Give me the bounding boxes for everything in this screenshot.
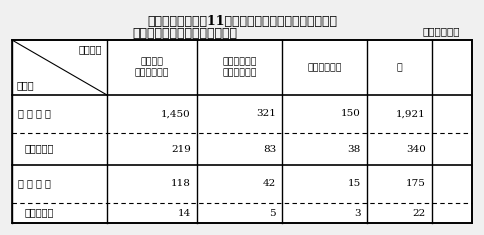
Text: 22: 22 <box>413 208 426 218</box>
Text: 1,921: 1,921 <box>396 110 426 118</box>
Text: 5: 5 <box>270 208 276 218</box>
Text: 321: 321 <box>256 110 276 118</box>
Text: 15: 15 <box>348 180 361 188</box>
Text: 219: 219 <box>171 145 191 153</box>
Text: 資料１－９　平成11年度海上保安学校学生採用試験の: 資料１－９ 平成11年度海上保安学校学生採用試験の <box>147 15 337 28</box>
Text: 申 込 者 数: 申 込 者 数 <box>18 110 51 118</box>
Text: 区分試験別申込者数・合格者数: 区分試験別申込者数・合格者数 <box>133 27 238 40</box>
Text: 150: 150 <box>341 110 361 118</box>
Text: （単位：人）: （単位：人） <box>423 27 460 36</box>
Text: 合 格 者 数: 合 格 者 数 <box>18 180 51 188</box>
Text: 340: 340 <box>406 145 426 153</box>
Text: 118: 118 <box>171 180 191 188</box>
Text: 計: 計 <box>396 63 402 72</box>
Text: 83: 83 <box>263 145 276 153</box>
Text: 情報システム
課　　　　程: 情報システム 課 程 <box>222 58 257 77</box>
Text: 175: 175 <box>406 180 426 188</box>
Text: 38: 38 <box>348 145 361 153</box>
Text: 項　目: 項 目 <box>17 81 35 90</box>
Text: うち女性数: うち女性数 <box>25 145 54 153</box>
Text: 海洋科学課程: 海洋科学課程 <box>307 63 342 72</box>
Text: 14: 14 <box>178 208 191 218</box>
Text: 42: 42 <box>263 180 276 188</box>
Text: 区分試験: 区分試験 <box>78 45 102 54</box>
Bar <box>12 40 472 223</box>
Text: うち女性数: うち女性数 <box>25 208 54 218</box>
Text: 1,450: 1,450 <box>161 110 191 118</box>
Text: 船舶運航
システム課程: 船舶運航 システム課程 <box>135 58 169 77</box>
Text: 3: 3 <box>354 208 361 218</box>
Bar <box>12 40 472 223</box>
